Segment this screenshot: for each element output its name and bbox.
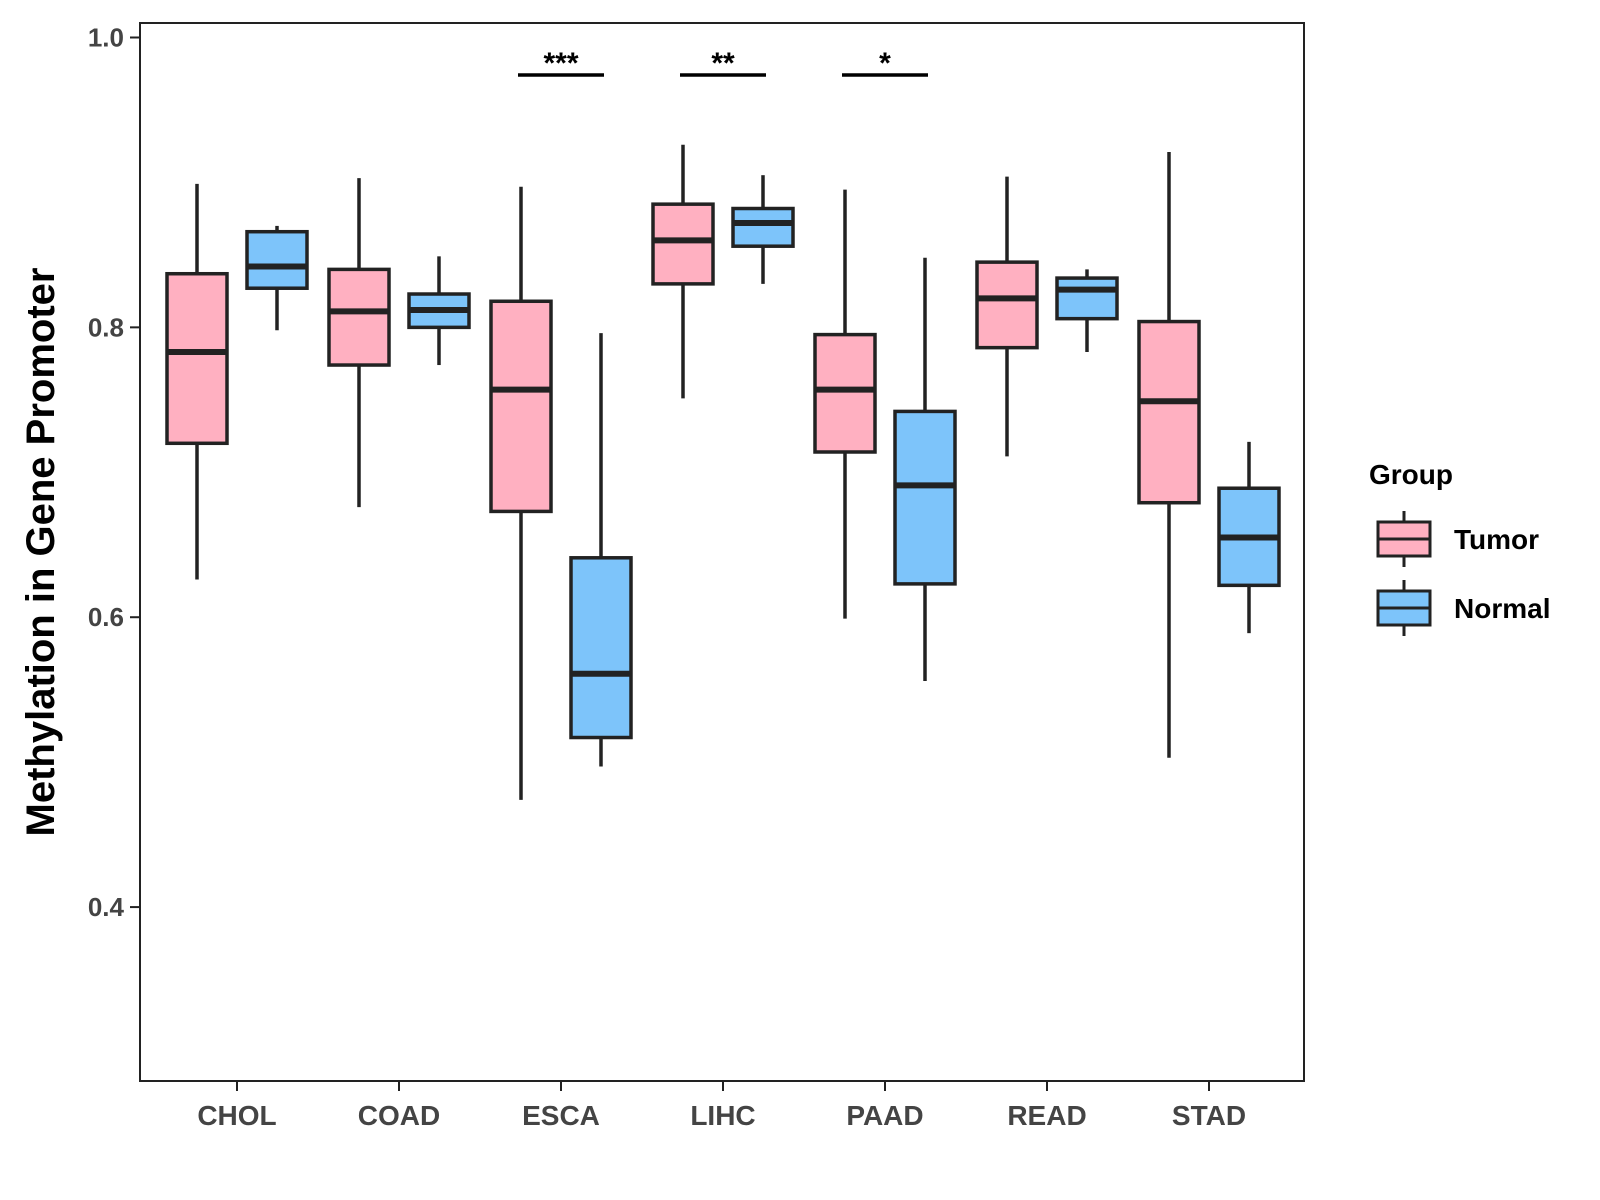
- y-tick-label: 0.8: [88, 312, 124, 342]
- box-body: [975, 260, 1039, 350]
- box-body: [327, 267, 391, 367]
- x-tick-label-esca: ESCA: [522, 1100, 600, 1131]
- box-normal-coad: [407, 256, 471, 366]
- box-body: [731, 206, 795, 248]
- x-tick-label-stad: STAD: [1172, 1100, 1246, 1131]
- plot-panel: [139, 22, 1305, 1082]
- legend-label-tumor: Tumor: [1454, 524, 1539, 555]
- box-normal-chol: [245, 225, 309, 331]
- x-tick-label-paad: PAAD: [846, 1100, 923, 1131]
- box-body: [569, 556, 633, 740]
- box-tumor-coad: [327, 178, 391, 508]
- box-body: [1137, 319, 1201, 505]
- y-tick-label: 1.0: [88, 22, 124, 52]
- box-body: [1055, 276, 1119, 321]
- legend-item-normal: Normal: [1376, 580, 1550, 636]
- legend-title: Group: [1369, 459, 1453, 490]
- y-tick-label: 0.4: [88, 892, 125, 922]
- box-body: [489, 299, 553, 514]
- y-axis: 0.4 0.6 0.8 1.0: [88, 22, 140, 922]
- box-tumor-stad: [1137, 151, 1201, 758]
- box-tumor-esca: [489, 186, 553, 800]
- box-tumor-chol: [165, 183, 229, 580]
- boxes-layer: [165, 144, 1281, 800]
- x-tick-label-chol: CHOL: [197, 1100, 276, 1131]
- x-tick-label-read: READ: [1007, 1100, 1086, 1131]
- y-axis-title: Methylation in Gene Promoter: [19, 268, 63, 837]
- box-normal-read: [1055, 269, 1119, 352]
- x-tick-label-coad: COAD: [358, 1100, 440, 1131]
- box-tumor-read: [975, 176, 1039, 457]
- box-normal-stad: [1217, 441, 1281, 634]
- box-body: [893, 409, 957, 586]
- significance-label-lihc: **: [711, 47, 735, 80]
- box-tumor-paad: [813, 189, 877, 619]
- x-tick-label-lihc: LIHC: [690, 1100, 755, 1131]
- box-body: [651, 202, 715, 286]
- box-normal-paad: [893, 257, 957, 681]
- significance-label-paad: *: [879, 47, 891, 80]
- significance-layer: *** ** *: [518, 47, 928, 80]
- box-normal-lihc: [731, 175, 795, 284]
- box-body: [245, 229, 309, 290]
- y-tick-label: 0.6: [88, 602, 124, 632]
- legend: Group Tumor Normal: [1369, 459, 1550, 636]
- box-tumor-lihc: [651, 144, 715, 399]
- box-body: [165, 271, 229, 446]
- significance-label-esca: ***: [543, 47, 578, 80]
- legend-item-tumor: Tumor: [1376, 511, 1539, 567]
- legend-label-normal: Normal: [1454, 593, 1550, 624]
- box-normal-esca: [569, 333, 633, 767]
- x-axis: CHOL COAD ESCA LIHC PAAD READ STAD: [197, 1081, 1246, 1131]
- box-body: [813, 332, 877, 454]
